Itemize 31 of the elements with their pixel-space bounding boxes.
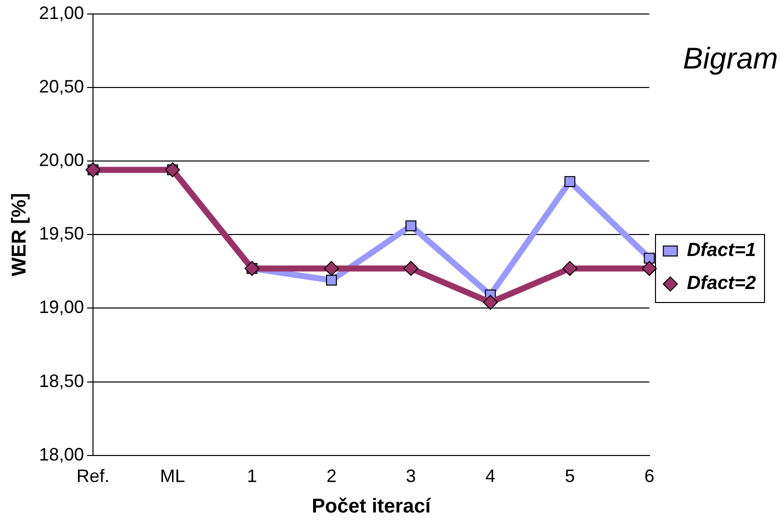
x-tick-label: 5 [564,466,575,486]
y-tick-label: 19,50 [38,224,84,244]
text: Bigram [682,42,778,76]
y-axis-title: WER [%] [8,192,31,276]
y-tick-label: 21,00 [38,2,84,23]
y-tick-label: 20,00 [38,150,84,170]
point [562,260,578,276]
x-tick-label: 1 [246,466,257,486]
x-tick-label: 2 [326,466,336,486]
x-axis-title: Počet iterací [312,496,432,518]
point [642,260,657,276]
x-tick-label: 6 [644,466,654,486]
point [405,220,416,232]
legend-label: Dfact=1 [686,240,756,262]
y-tick-label: 20,50 [38,76,84,96]
point [403,260,418,276]
point [244,260,260,276]
x-tick-label: Ref. [76,466,110,486]
y-tick-label: 18,50 [38,370,84,391]
x-tick-label: 4 [485,466,496,486]
legend-label: Dfact=2 [686,273,756,294]
point [165,162,180,178]
point [326,274,337,286]
x-tick-label: ML [160,466,186,486]
point [644,252,655,264]
point [324,260,339,276]
y-tick-label: 18,00 [38,444,84,464]
point [482,294,498,310]
x-tick-label: 3 [406,466,416,486]
point [564,176,576,188]
y-tick-label: 19,00 [38,297,84,318]
